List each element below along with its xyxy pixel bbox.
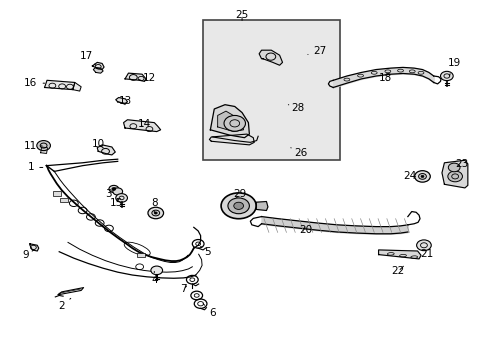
Text: 8: 8 (151, 198, 157, 212)
Text: 7: 7 (180, 284, 186, 294)
Circle shape (112, 188, 116, 190)
Text: 23: 23 (454, 159, 467, 169)
Circle shape (37, 140, 50, 150)
Text: 27: 27 (307, 46, 326, 56)
Text: 17: 17 (79, 51, 96, 65)
Polygon shape (44, 80, 75, 90)
Polygon shape (93, 67, 103, 73)
Text: 28: 28 (288, 103, 304, 113)
Text: 25: 25 (235, 10, 248, 21)
Circle shape (151, 266, 162, 275)
Text: 26: 26 (290, 148, 306, 158)
Text: 4: 4 (151, 271, 157, 285)
Text: 13: 13 (118, 96, 131, 106)
Polygon shape (210, 105, 249, 138)
Text: 6: 6 (203, 304, 216, 318)
Bar (137, 253, 145, 257)
Circle shape (414, 171, 429, 182)
Circle shape (233, 202, 243, 210)
Text: 9: 9 (22, 250, 34, 260)
Polygon shape (378, 250, 420, 259)
Text: 16: 16 (24, 78, 44, 88)
Polygon shape (116, 98, 127, 104)
Text: 22: 22 (391, 266, 404, 276)
Text: 1: 1 (27, 162, 42, 172)
Text: 21: 21 (420, 248, 433, 258)
Circle shape (440, 71, 452, 81)
Circle shape (221, 193, 256, 219)
Polygon shape (30, 244, 39, 251)
Text: 12: 12 (140, 73, 156, 83)
Polygon shape (125, 73, 146, 81)
Bar (60, 198, 68, 202)
Text: 3: 3 (104, 188, 115, 199)
Circle shape (113, 188, 122, 195)
Polygon shape (209, 134, 254, 145)
Text: 20: 20 (298, 225, 311, 235)
Polygon shape (73, 82, 81, 91)
Circle shape (154, 212, 157, 214)
Circle shape (227, 198, 249, 214)
Polygon shape (256, 202, 267, 211)
Bar (203, 21, 339, 160)
Text: 2: 2 (58, 298, 71, 311)
Circle shape (116, 194, 127, 202)
Bar (53, 192, 61, 196)
Circle shape (447, 171, 462, 182)
Circle shape (152, 210, 159, 216)
Circle shape (418, 174, 426, 179)
Text: 5: 5 (200, 246, 211, 257)
Text: 10: 10 (91, 139, 104, 149)
Circle shape (447, 163, 459, 172)
Text: 18: 18 (379, 73, 392, 83)
Circle shape (416, 240, 430, 251)
Polygon shape (441, 160, 467, 188)
Circle shape (148, 207, 163, 219)
Text: 24: 24 (403, 171, 416, 181)
Text: 11: 11 (24, 141, 42, 151)
Polygon shape (217, 111, 243, 132)
Circle shape (224, 116, 245, 131)
Text: 15: 15 (110, 198, 123, 208)
Polygon shape (92, 62, 104, 69)
Polygon shape (97, 145, 115, 155)
Polygon shape (123, 120, 160, 132)
Text: 29: 29 (232, 189, 246, 199)
Text: 19: 19 (447, 58, 460, 76)
Circle shape (420, 175, 423, 177)
Polygon shape (41, 147, 47, 153)
Circle shape (109, 185, 119, 193)
Text: 14: 14 (138, 120, 151, 129)
Polygon shape (259, 50, 282, 65)
